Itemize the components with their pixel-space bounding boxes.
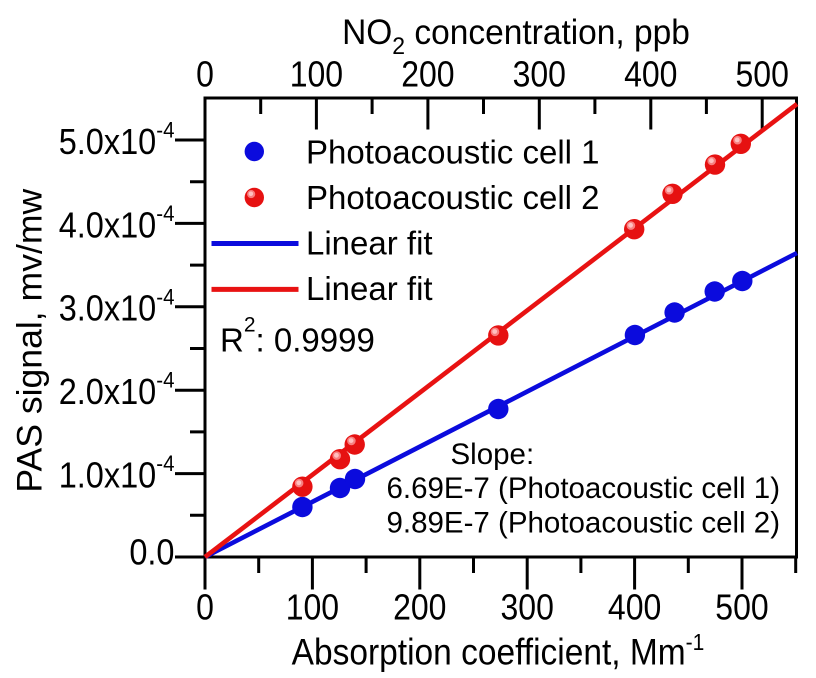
svg-text:Slope:: Slope: <box>451 438 535 471</box>
svg-text:R2: 0.9999: R2: 0.9999 <box>220 314 375 359</box>
svg-text:9.89E-7 (Photoacoustic cell 2): 9.89E-7 (Photoacoustic cell 2) <box>387 507 781 540</box>
svg-text:0: 0 <box>196 55 214 95</box>
svg-text:1.0x10-4: 1.0x10-4 <box>59 451 175 496</box>
svg-text:Linear fit: Linear fit <box>306 225 433 262</box>
svg-text:100: 100 <box>286 588 339 628</box>
svg-text:3.0x10-4: 3.0x10-4 <box>59 284 175 329</box>
svg-text:500: 500 <box>736 55 789 95</box>
svg-text:6.69E-7 (Photoacoustic cell 1): 6.69E-7 (Photoacoustic cell 1) <box>387 472 781 505</box>
svg-text:300: 300 <box>501 588 554 628</box>
svg-text:Photoacoustic cell 2: Photoacoustic cell 2 <box>306 179 600 216</box>
svg-text:4.0x10-4: 4.0x10-4 <box>59 201 175 246</box>
svg-text:Photoacoustic cell 1: Photoacoustic cell 1 <box>306 134 600 171</box>
svg-text:0.0: 0.0 <box>129 533 174 573</box>
svg-text:400: 400 <box>624 55 677 95</box>
svg-text:Absorption coefficient, Mm-1: Absorption coefficient, Mm-1 <box>292 629 705 673</box>
svg-text:200: 200 <box>401 55 454 95</box>
svg-text:2.0x10-4: 2.0x10-4 <box>59 368 175 413</box>
svg-text:0: 0 <box>196 588 214 628</box>
svg-text:Linear fit: Linear fit <box>306 270 433 307</box>
svg-text:300: 300 <box>513 55 566 95</box>
svg-text:100: 100 <box>290 55 343 95</box>
svg-text:PAS signal, mv/mw: PAS signal, mv/mw <box>10 188 50 492</box>
svg-text:500: 500 <box>715 588 768 628</box>
svg-text:400: 400 <box>608 588 661 628</box>
svg-text:200: 200 <box>393 588 446 628</box>
svg-text:5.0x10-4: 5.0x10-4 <box>59 118 175 163</box>
